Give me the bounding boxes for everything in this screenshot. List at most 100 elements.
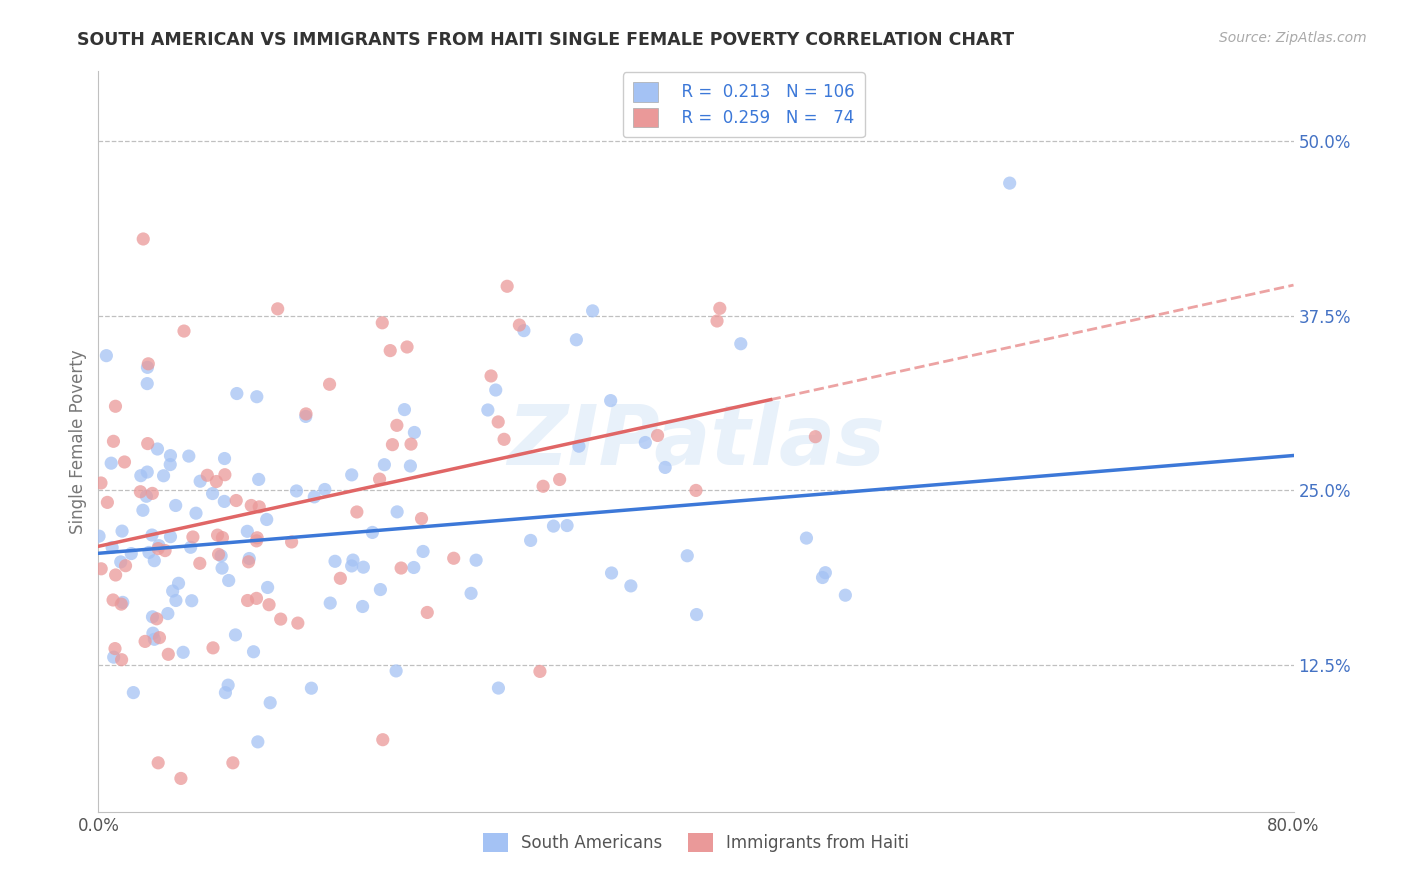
Point: [280, 535, 302, 549]
Point: [201, 486, 224, 500]
Point: [257, 598, 280, 612]
Point: [90, 475, 112, 490]
Text: ZIPatlas: ZIPatlas: [508, 401, 884, 482]
Point: [136, 465, 159, 479]
Point: [399, 437, 422, 451]
Point: [138, 545, 160, 559]
Point: [148, 631, 170, 645]
Point: [207, 548, 229, 562]
Point: [110, 653, 132, 667]
Point: [352, 560, 374, 574]
Point: [159, 530, 181, 544]
Point: [568, 439, 591, 453]
Point: [96, 495, 118, 509]
Point: [195, 468, 218, 483]
Point: [142, 626, 165, 640]
Point: [165, 499, 187, 513]
Point: [245, 533, 267, 548]
Point: [340, 467, 363, 482]
Point: [329, 571, 352, 585]
Point: [373, 458, 395, 472]
Point: [709, 301, 731, 316]
Point: [162, 584, 184, 599]
Point: [132, 503, 155, 517]
Point: [730, 336, 752, 351]
Point: [135, 489, 157, 503]
Point: [148, 539, 170, 553]
Point: [485, 383, 508, 397]
Point: [114, 558, 136, 573]
Point: [676, 549, 699, 563]
Point: [184, 506, 207, 520]
Text: SOUTH AMERICAN VS IMMIGRANTS FROM HAITI SINGLE FEMALE POVERTY CORRELATION CHART: SOUTH AMERICAN VS IMMIGRANTS FROM HAITI …: [77, 31, 1015, 49]
Point: [143, 554, 166, 568]
Point: [385, 418, 408, 433]
Point: [114, 455, 136, 469]
Point: [167, 576, 190, 591]
Text: Source: ZipAtlas.com: Source: ZipAtlas.com: [1219, 31, 1367, 45]
Point: [188, 557, 211, 571]
Point: [396, 340, 419, 354]
Point: [247, 472, 270, 486]
Point: [224, 628, 246, 642]
Point: [371, 732, 394, 747]
Point: [600, 566, 623, 580]
Point: [796, 531, 818, 545]
Point: [110, 555, 132, 569]
Point: [225, 493, 247, 508]
Point: [129, 468, 152, 483]
Point: [157, 648, 180, 662]
Point: [381, 437, 404, 451]
Point: [443, 551, 465, 566]
Point: [143, 632, 166, 647]
Point: [141, 528, 163, 542]
Point: [207, 528, 229, 542]
Point: [599, 393, 621, 408]
Point: [104, 399, 127, 413]
Point: [361, 525, 384, 540]
Point: [620, 579, 643, 593]
Point: [246, 735, 269, 749]
Point: [211, 561, 233, 575]
Point: [496, 279, 519, 293]
Point: [565, 333, 588, 347]
Point: [647, 428, 669, 442]
Point: [236, 524, 259, 539]
Point: [287, 616, 309, 631]
Point: [543, 519, 565, 533]
Point: [488, 681, 510, 695]
Y-axis label: Single Female Poverty: Single Female Poverty: [69, 350, 87, 533]
Point: [104, 568, 127, 582]
Point: [141, 486, 163, 500]
Point: [153, 543, 176, 558]
Point: [173, 324, 195, 338]
Point: [412, 544, 434, 558]
Point: [181, 530, 204, 544]
Legend: South Americans, Immigrants from Haiti: South Americans, Immigrants from Haiti: [477, 826, 915, 859]
Point: [90, 562, 112, 576]
Point: [581, 303, 603, 318]
Point: [225, 386, 247, 401]
Point: [165, 593, 187, 607]
Point: [304, 490, 326, 504]
Point: [141, 610, 163, 624]
Point: [217, 678, 239, 692]
Point: [172, 645, 194, 659]
Point: [100, 456, 122, 470]
Point: [634, 435, 657, 450]
Point: [218, 574, 240, 588]
Point: [319, 596, 342, 610]
Point: [811, 570, 834, 584]
Point: [122, 685, 145, 699]
Point: [706, 314, 728, 328]
Point: [404, 425, 426, 440]
Point: [519, 533, 541, 548]
Point: [170, 772, 193, 786]
Point: [411, 511, 433, 525]
Point: [685, 607, 707, 622]
Point: [146, 442, 169, 456]
Point: [318, 377, 340, 392]
Point: [211, 531, 233, 545]
Point: [214, 451, 236, 466]
Point: [998, 176, 1021, 190]
